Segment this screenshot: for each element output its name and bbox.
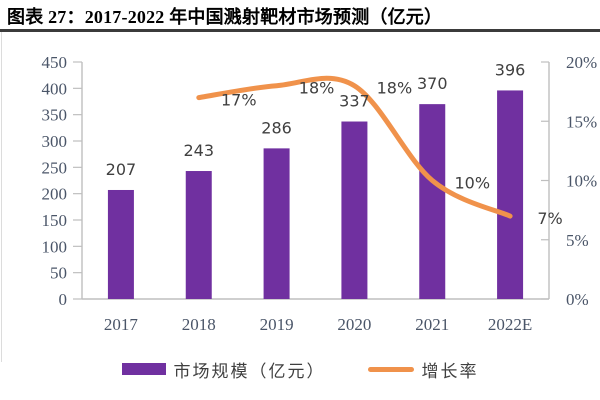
- figure-title: 图表 27：2017-2022 年中国溅射靶材市场预测（亿元）: [7, 7, 443, 27]
- secondary-y-axis-tick-label: 15%: [566, 112, 597, 131]
- chart-legend: 市场规模（亿元） 增长率: [0, 356, 600, 382]
- y-axis-tick-label: 200: [42, 185, 68, 204]
- x-axis-label: 2019: [260, 315, 294, 334]
- secondary-y-axis-tick-label: 5%: [566, 231, 589, 250]
- market-size-bar: [497, 90, 524, 299]
- legend-item-market-size: 市场规模（亿元）: [121, 357, 326, 382]
- growth-point-label: 18%: [377, 79, 413, 98]
- market-size-bar: [341, 121, 368, 299]
- bar-value-label: 243: [183, 141, 214, 160]
- growth-point-label: 10%: [454, 174, 490, 193]
- y-axis-tick-label: 50: [50, 264, 67, 283]
- x-axis-label: 2022E: [488, 315, 532, 334]
- market-size-bar: [263, 148, 290, 299]
- y-axis-tick-label: 450: [42, 53, 68, 72]
- secondary-y-axis-tick-label: 0%: [566, 290, 589, 309]
- growth-point-label: 7%: [537, 209, 562, 228]
- title-rule: [0, 29, 600, 32]
- growth-rate-line: [196, 75, 513, 219]
- bar-value-label: 337: [339, 92, 370, 111]
- bar-value-label: 396: [495, 60, 526, 79]
- secondary-y-axis-tick-label: 20%: [566, 53, 597, 72]
- legend-label-growth-rate: 增长率: [421, 361, 479, 381]
- y-axis-tick-label: 250: [42, 158, 68, 177]
- y-axis-tick-label: 100: [42, 237, 68, 256]
- bar-value-label: 370: [417, 74, 448, 93]
- bar-value-label: 286: [261, 118, 292, 137]
- table-cell-border: [0, 32, 2, 362]
- growth-point-label: 17%: [221, 91, 257, 110]
- x-axis-label: 2021: [415, 315, 449, 334]
- legend-item-growth-rate: 增长率: [367, 357, 479, 382]
- secondary-y-axis-tick-label: 10%: [566, 172, 597, 191]
- market-size-bar: [107, 189, 134, 299]
- y-axis-tick-label: 400: [42, 79, 68, 98]
- combo-chart-canvas: 450 400 350 300 250 200 150 100 50 0 20% 15% 10% 5% 0%…: [42, 53, 598, 334]
- bar-value-label: 207: [106, 160, 137, 179]
- market-size-bar: [419, 104, 446, 299]
- x-axis-label: 2017: [104, 315, 139, 334]
- growth-point-label: 18%: [299, 79, 335, 98]
- y-axis-tick-label: 0: [59, 290, 68, 309]
- market-size-bar: [185, 171, 212, 299]
- y-axis-tick-label: 150: [42, 211, 68, 230]
- y-axis-tick-label: 350: [42, 106, 68, 125]
- x-axis-label: 2018: [182, 315, 216, 334]
- chart-area: 450 400 350 300 250 200 150 100 50 0 20% 15% 10% 5% 0%…: [42, 53, 598, 334]
- legend-line-swatch: [367, 366, 414, 372]
- legend-bar-swatch: [121, 363, 166, 375]
- legend-label-market-size: 市场规模（亿元）: [173, 361, 326, 381]
- x-axis-label: 2020: [337, 315, 371, 334]
- y-axis-tick-label: 300: [42, 132, 68, 151]
